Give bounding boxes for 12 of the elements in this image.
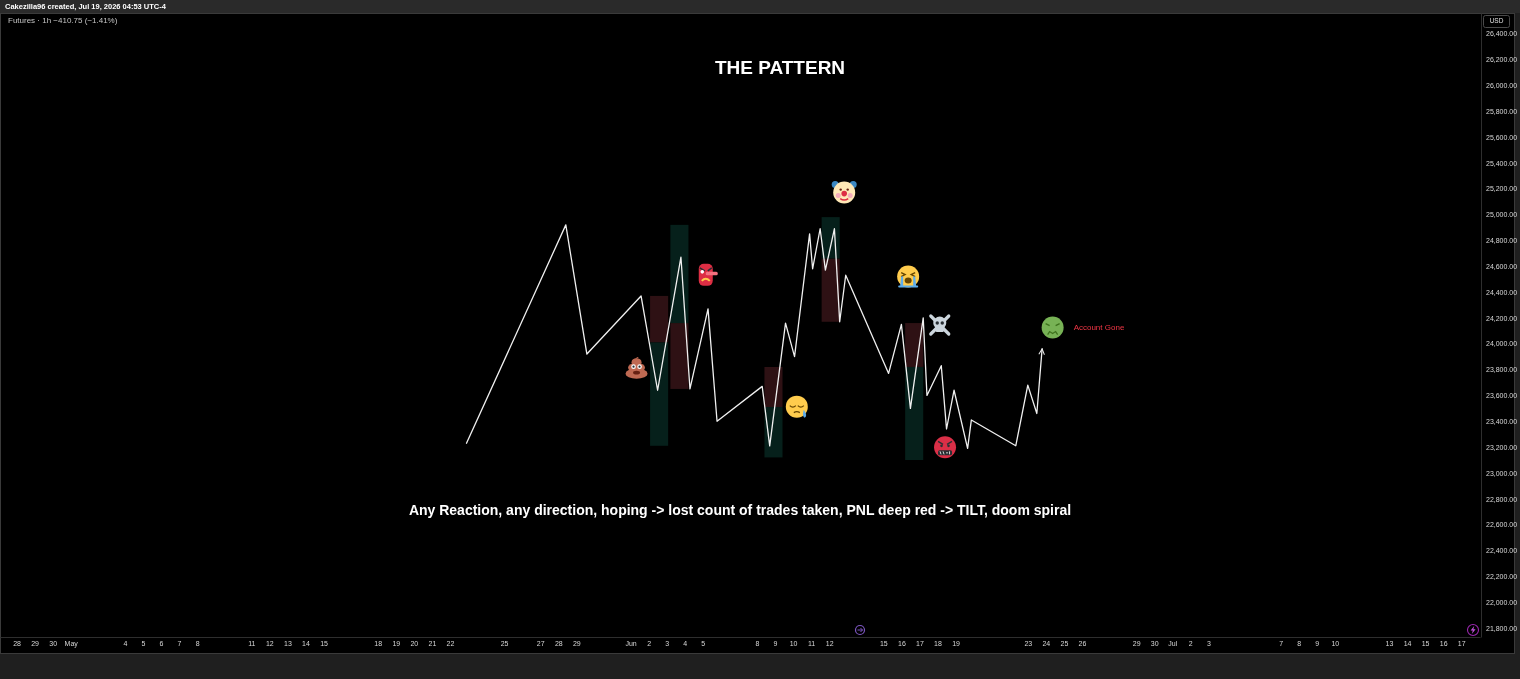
bar (670, 224, 689, 324)
text: THE PATTERN (714, 57, 846, 79)
text: Any Reaction, any direction, hoping -> lost count of trades taken, PNL deep red -> TILT, doom spiral (408, 501, 1072, 518)
bar (670, 323, 689, 389)
bar (821, 258, 840, 322)
bar (650, 342, 669, 446)
bar (905, 323, 924, 367)
annotation: Account Gone (1073, 322, 1125, 332)
bar (764, 366, 783, 408)
bar (905, 366, 924, 461)
annotation: Futures · 1h −410.75 (−1.41%) (8, 16, 118, 26)
bar (650, 295, 669, 343)
